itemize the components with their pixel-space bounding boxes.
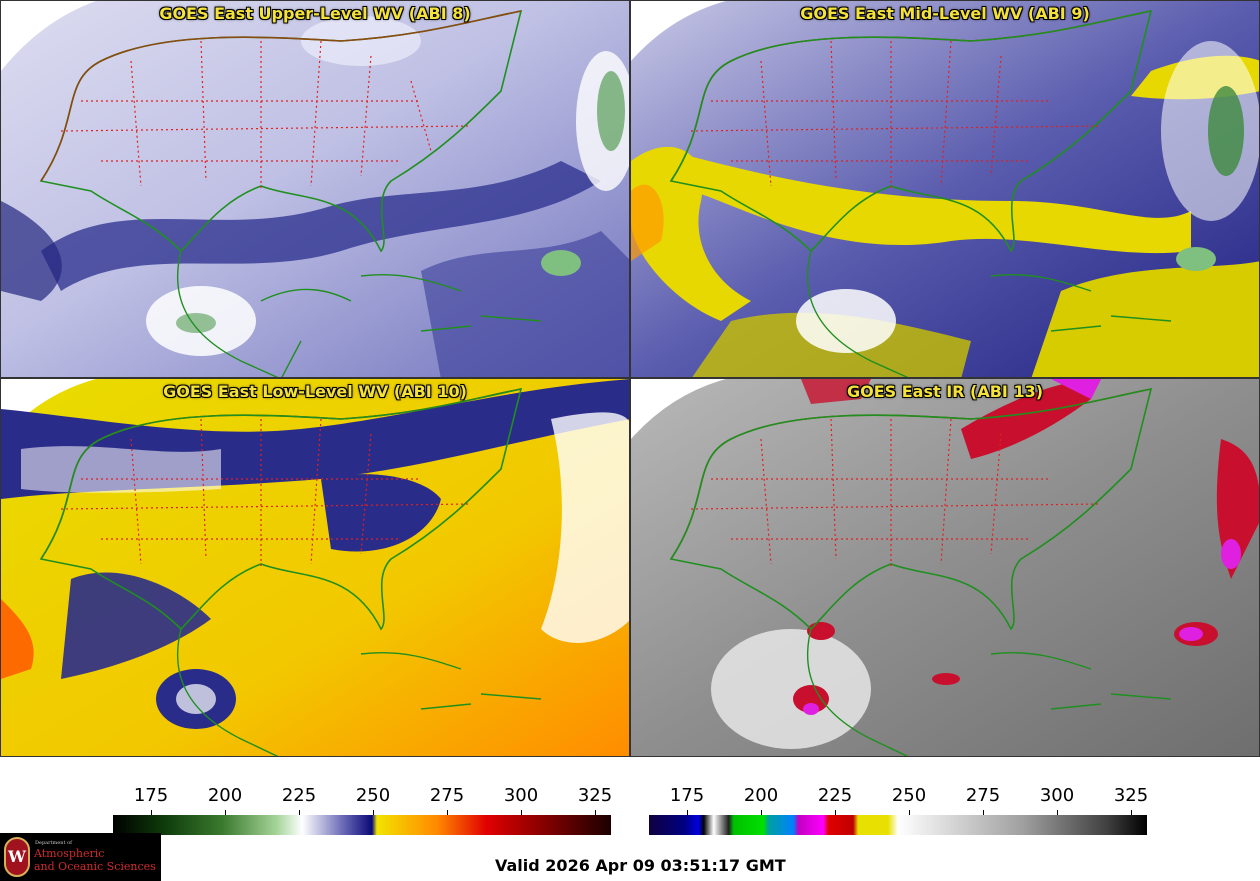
wv-tick-label: 300	[503, 785, 539, 806]
logo-line1: Atmospheric	[34, 847, 105, 860]
panel-title: GOES East Upper-Level WV (ABI 8)	[159, 4, 471, 23]
ir-tick-label: 225	[817, 785, 853, 806]
ir-image	[631, 379, 1259, 756]
wv-tick-label: 250	[355, 785, 391, 806]
panel-title: GOES East Low-Level WV (ABI 10)	[163, 382, 467, 401]
wv-tick-label: 325	[577, 785, 613, 806]
ir-colorbar-ticks: 175 200 225 250 275 300 325	[649, 783, 1149, 815]
wv-tick-label: 175	[133, 785, 169, 806]
wv-tick-label: 275	[429, 785, 465, 806]
panel-mid-level-wv: GOES East Mid-Level WV (ABI 9)	[630, 0, 1260, 378]
uw-seal-icon: W	[4, 837, 30, 877]
ir-colorbar	[649, 815, 1147, 835]
ir-tick-label: 250	[891, 785, 927, 806]
logo-department-text: Department of	[35, 840, 72, 846]
panel-title: GOES East Mid-Level WV (ABI 9)	[800, 4, 1090, 23]
panel-upper-level-wv: GOES East Upper-Level WV (ABI 8)	[0, 0, 630, 378]
wv-tick-label: 200	[207, 785, 243, 806]
valid-time: Valid 2026 Apr 09 03:51:17 GMT	[495, 856, 786, 875]
wv-colorbar	[113, 815, 611, 835]
panel-low-level-wv: GOES East Low-Level WV (ABI 10)	[0, 378, 630, 757]
upper-level-wv-image	[1, 1, 629, 377]
aos-logo: W Department of Atmospheric and Oceanic …	[0, 833, 161, 881]
wv-colorbar-ticks: 175 200 225 250 275 300 325	[113, 783, 613, 815]
panel-ir: GOES East IR (ABI 13)	[630, 378, 1260, 757]
ir-tick-label: 200	[743, 785, 779, 806]
ir-tick-label: 175	[669, 785, 705, 806]
ir-tick-label: 300	[1039, 785, 1075, 806]
ir-tick-label: 275	[965, 785, 1001, 806]
wv-tick-label: 225	[281, 785, 317, 806]
panel-title: GOES East IR (ABI 13)	[846, 382, 1044, 401]
low-level-wv-image	[1, 379, 629, 756]
logo-line2: and Oceanic Sciences	[34, 860, 156, 873]
mid-level-wv-image	[631, 1, 1259, 377]
ir-tick-label: 325	[1113, 785, 1149, 806]
